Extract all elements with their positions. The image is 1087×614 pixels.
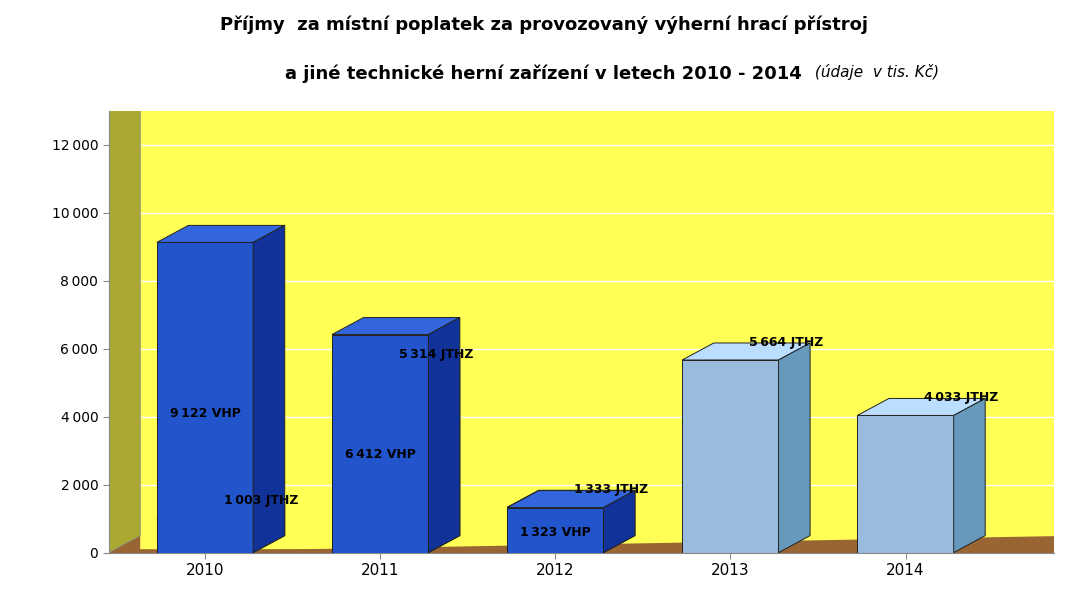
Polygon shape: [858, 416, 953, 553]
Polygon shape: [953, 398, 985, 553]
Polygon shape: [778, 343, 810, 553]
Text: 5 664 JTHZ: 5 664 JTHZ: [749, 336, 824, 349]
Polygon shape: [157, 243, 253, 553]
Text: Příjmy  za místní poplatek za provozovaný výherní hrací přístroj: Příjmy za místní poplatek za provozovaný…: [220, 15, 867, 34]
Polygon shape: [157, 502, 285, 518]
Polygon shape: [508, 507, 603, 553]
Polygon shape: [603, 490, 635, 553]
Polygon shape: [508, 490, 635, 507]
Polygon shape: [332, 317, 460, 335]
Polygon shape: [508, 508, 603, 553]
Polygon shape: [109, 535, 1086, 566]
Polygon shape: [428, 355, 460, 553]
Text: 1 333 JTHZ: 1 333 JTHZ: [574, 483, 649, 496]
Polygon shape: [683, 360, 778, 553]
Polygon shape: [157, 518, 253, 553]
Polygon shape: [332, 335, 428, 553]
Polygon shape: [109, 93, 140, 553]
Polygon shape: [858, 398, 985, 416]
Text: 9 122 VHP: 9 122 VHP: [170, 406, 240, 419]
Text: 1 323 VHP: 1 323 VHP: [520, 526, 590, 539]
Text: 4 033 JTHZ: 4 033 JTHZ: [924, 391, 999, 404]
Polygon shape: [508, 491, 635, 508]
Polygon shape: [683, 343, 810, 360]
Polygon shape: [332, 372, 428, 553]
Polygon shape: [109, 535, 1086, 566]
Polygon shape: [253, 502, 285, 553]
Polygon shape: [332, 355, 460, 372]
Text: 5 314 JTHZ: 5 314 JTHZ: [399, 348, 474, 360]
Bar: [109, 553, 1054, 570]
Polygon shape: [603, 491, 635, 553]
Polygon shape: [428, 317, 460, 553]
Polygon shape: [253, 225, 285, 553]
Text: (údaje  v tis. Kč): (údaje v tis. Kč): [810, 64, 939, 80]
Text: 6 412 VHP: 6 412 VHP: [345, 448, 415, 461]
Text: a jiné technické herní zařízení v letech 2010 - 2014: a jiné technické herní zařízení v letech…: [285, 64, 802, 83]
Polygon shape: [157, 225, 285, 243]
Text: 1 003 JTHZ: 1 003 JTHZ: [224, 494, 299, 507]
